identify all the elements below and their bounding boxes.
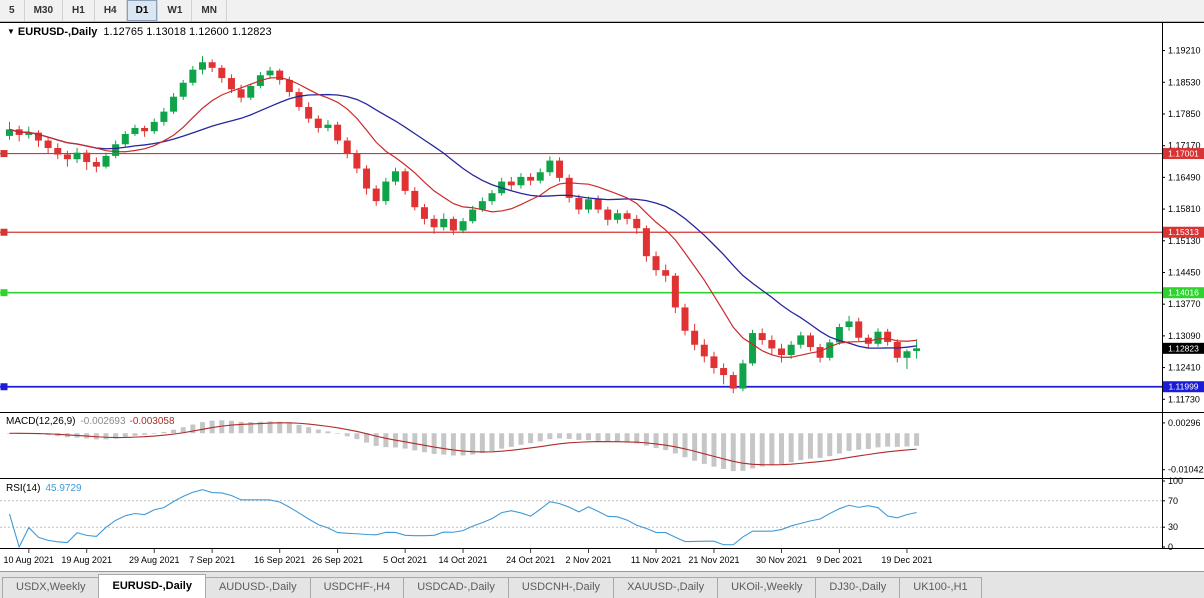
timeframe-button-h4[interactable]: H4	[94, 0, 127, 21]
timeframe-button-h1[interactable]: H1	[63, 0, 95, 21]
svg-text:1.14016: 1.14016	[1168, 288, 1199, 298]
timeframe-toolbar: 5 M30 H1 H4 D1 W1 MN	[0, 0, 1204, 22]
price-axis: 1.19210 1.18530 1.17850 1.17170 1.16490 1.158…	[1162, 46, 1204, 404]
tab-usdchf-h4[interactable]: USDCHF-,H4	[309, 577, 405, 598]
timeframe-button-d1[interactable]: D1	[126, 0, 159, 21]
support-resistance-lines[interactable]	[0, 150, 1162, 391]
svg-text:9 Dec 2021: 9 Dec 2021	[816, 555, 862, 565]
svg-text:1.12410: 1.12410	[1168, 363, 1201, 373]
chart-canvas[interactable]: 1.19210 1.18530 1.17850 1.17170 1.16490 1.158…	[0, 0, 1204, 571]
tab-audusd-daily[interactable]: AUDUSD-,Daily	[204, 577, 311, 598]
svg-text:0: 0	[1168, 542, 1173, 552]
svg-text:7 Sep 2021: 7 Sep 2021	[189, 555, 235, 565]
tab-xauusd-daily[interactable]: XAUUSD-,Daily	[613, 577, 719, 598]
svg-text:1.15313: 1.15313	[1168, 227, 1199, 237]
svg-text:21 Nov 2021: 21 Nov 2021	[688, 555, 739, 565]
macd-indicator-label: MACD(12,26,9) -0.002693 -0.003058	[6, 416, 175, 427]
svg-text:19 Aug 2021: 19 Aug 2021	[61, 555, 112, 565]
chart-tab-bar: USDX,Weekly EURUSD-,Daily AUDUSD-,Daily …	[0, 571, 1204, 598]
svg-text:1.13770: 1.13770	[1168, 299, 1201, 309]
macd-indicator-name: MACD(12,26,9)	[6, 416, 76, 427]
candles-layer	[6, 56, 921, 394]
svg-text:19 Dec 2021: 19 Dec 2021	[881, 555, 932, 565]
svg-text:1.16490: 1.16490	[1168, 172, 1201, 182]
timeframe-button-m30[interactable]: M30	[24, 0, 64, 21]
timeframe-button-mn[interactable]: MN	[192, 0, 227, 21]
tab-dj30-daily[interactable]: DJ30-,Daily	[815, 577, 901, 598]
svg-text:1.13090: 1.13090	[1168, 331, 1201, 341]
svg-text:1.11730: 1.11730	[1168, 394, 1200, 404]
svg-text:11 Nov 2021: 11 Nov 2021	[631, 555, 681, 565]
svg-text:14 Oct 2021: 14 Oct 2021	[439, 555, 488, 565]
svg-text:1.11999: 1.11999	[1168, 382, 1198, 392]
timeframe-button-m5[interactable]: 5	[0, 0, 25, 21]
macd-signal-value: -0.003058	[129, 416, 175, 427]
svg-text:1.14450: 1.14450	[1168, 267, 1201, 277]
svg-text:16 Sep 2021: 16 Sep 2021	[254, 555, 305, 565]
bid-price-label: 1.12823	[1163, 342, 1204, 354]
chart-ohlc-values: 1.12765 1.13018 1.12600 1.12823	[103, 26, 272, 38]
timeframe-button-w1[interactable]: W1	[158, 0, 193, 21]
rsi-indicator-name: RSI(14)	[6, 483, 41, 494]
svg-text:70: 70	[1168, 496, 1178, 506]
svg-text:26 Sep 2021: 26 Sep 2021	[312, 555, 363, 565]
svg-text:2 Nov 2021: 2 Nov 2021	[565, 555, 611, 565]
rsi-indicator-label: RSI(14) 45.9729	[6, 483, 82, 494]
svg-text:30: 30	[1168, 522, 1178, 532]
chart-symbol-period: EURUSD-,Daily	[17, 26, 98, 38]
svg-text:0.00296: 0.00296	[1168, 418, 1201, 428]
tab-ukoil-weekly[interactable]: UKOil-,Weekly	[717, 577, 817, 598]
rsi-value: 45.9729	[45, 483, 82, 494]
svg-text:1.19210: 1.19210	[1168, 46, 1201, 56]
svg-text:1.17170: 1.17170	[1168, 141, 1201, 151]
svg-text:24 Oct 2021: 24 Oct 2021	[506, 555, 555, 565]
svg-text:-0.01042: -0.01042	[1168, 465, 1204, 475]
svg-text:1.18530: 1.18530	[1168, 77, 1201, 87]
svg-text:100: 100	[1168, 476, 1183, 486]
svg-text:1.12823: 1.12823	[1168, 343, 1199, 353]
macd-main-value: -0.002693	[80, 416, 126, 427]
tab-usdcnh-daily[interactable]: USDCNH-,Daily	[507, 577, 615, 598]
svg-text:5 Oct 2021: 5 Oct 2021	[383, 555, 427, 565]
svg-text:1.15130: 1.15130	[1168, 236, 1201, 246]
svg-text:29 Aug 2021: 29 Aug 2021	[129, 555, 180, 565]
chart-area[interactable]: 1.19210 1.18530 1.17850 1.17170 1.16490 1.158…	[0, 0, 1204, 571]
tab-usdcad-daily[interactable]: USDCAD-,Daily	[403, 577, 509, 598]
rsi-panel: 100 70 30 0	[0, 476, 1183, 552]
tab-uk100-h1[interactable]: UK100-,H1	[899, 577, 982, 598]
tab-usdx-weekly[interactable]: USDX,Weekly	[2, 577, 100, 598]
chart-title: ▼ EURUSD-,Daily 1.12765 1.13018 1.12600 1.…	[7, 26, 272, 38]
svg-text:1.17001: 1.17001	[1168, 149, 1199, 159]
tab-eurusd-daily[interactable]: EURUSD-,Daily	[98, 574, 206, 598]
date-axis: 10 Aug 2021 19 Aug 2021 29 Aug 2021 7 Sep 2…	[4, 549, 932, 565]
svg-text:10 Aug 2021: 10 Aug 2021	[4, 555, 55, 565]
svg-text:30 Nov 2021: 30 Nov 2021	[756, 555, 807, 565]
panel-separators	[0, 22, 1204, 549]
macd-panel: 0.00296 -0.01042	[7, 418, 1204, 475]
svg-text:1.15810: 1.15810	[1168, 204, 1201, 214]
symbol-dropdown-icon[interactable]: ▼	[7, 27, 15, 36]
svg-text:1.17850: 1.17850	[1168, 109, 1201, 119]
ma-fast-line	[9, 77, 917, 358]
